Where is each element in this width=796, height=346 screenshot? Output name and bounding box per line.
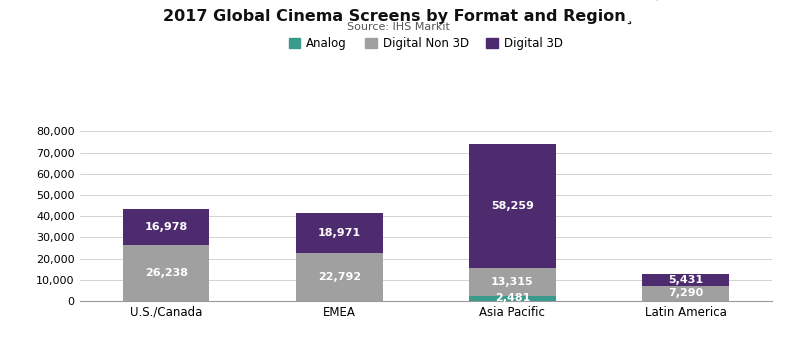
Legend: Analog, Digital Non 3D, Digital 3D: Analog, Digital Non 3D, Digital 3D bbox=[284, 32, 568, 55]
Text: 26,238: 26,238 bbox=[145, 268, 188, 278]
Text: 13,315: 13,315 bbox=[491, 277, 534, 286]
Text: 18,971: 18,971 bbox=[318, 228, 361, 238]
Text: 2017 Global Cinema Screens by Format and Region¸: 2017 Global Cinema Screens by Format and… bbox=[162, 9, 634, 24]
Bar bbox=[296, 212, 383, 253]
Text: 22,792: 22,792 bbox=[318, 272, 361, 282]
Bar bbox=[123, 245, 209, 301]
Text: 5,431: 5,431 bbox=[668, 275, 703, 285]
Text: 2,481: 2,481 bbox=[495, 293, 530, 303]
Bar bbox=[642, 274, 729, 285]
Text: 16,978: 16,978 bbox=[145, 222, 188, 233]
Bar bbox=[469, 267, 556, 296]
Text: 58,259: 58,259 bbox=[491, 201, 534, 211]
Bar bbox=[469, 296, 556, 301]
Bar bbox=[296, 253, 383, 301]
Bar bbox=[469, 144, 556, 267]
Bar bbox=[642, 285, 729, 301]
Bar bbox=[123, 209, 209, 245]
Text: Source: IHS Markit: Source: IHS Markit bbox=[346, 22, 450, 33]
Text: 7,290: 7,290 bbox=[668, 288, 703, 298]
